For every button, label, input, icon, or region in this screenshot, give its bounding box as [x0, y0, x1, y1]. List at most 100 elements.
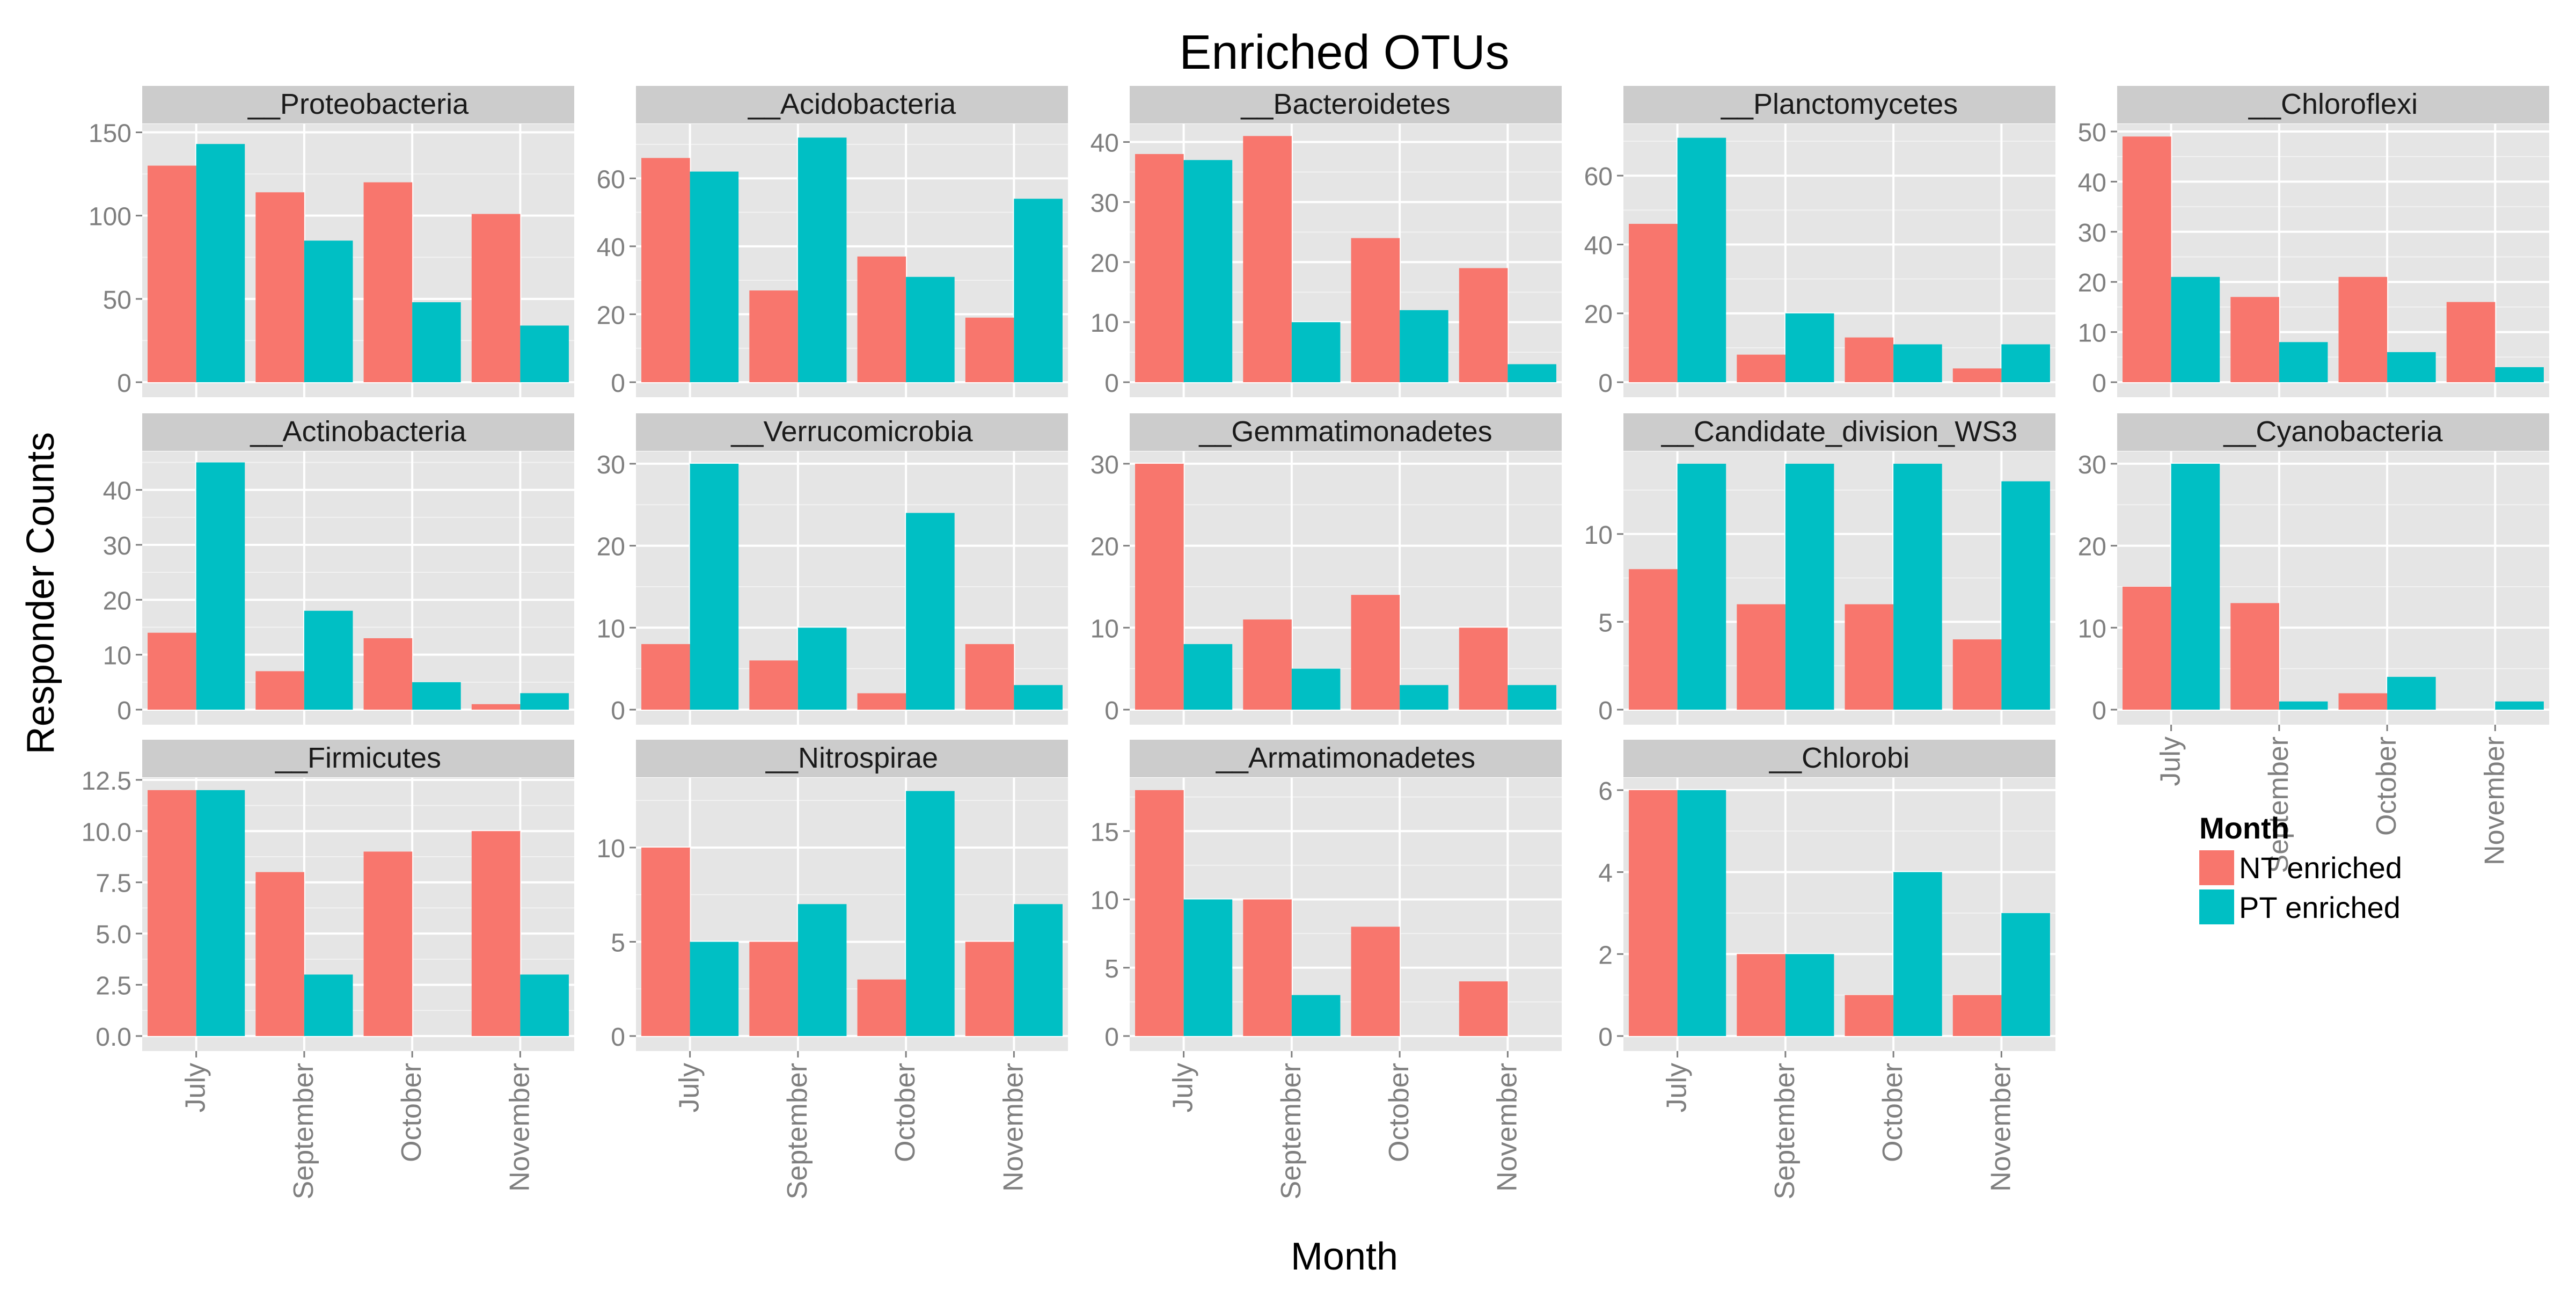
y-tick-label: 10	[1091, 309, 1119, 338]
facet-strip-label: __Chlorobi	[1769, 742, 1909, 774]
y-tick-label: 60	[597, 165, 625, 194]
facet-panel: __Firmicutes 0.0 2.5 5.0 7.5 10.0 12.5 July Sept…	[82, 740, 574, 1199]
y-tick-label: 2.5	[96, 972, 131, 1001]
bar-pt-enriched	[1183, 644, 1233, 710]
facet-strip-label: __Planctomycetes	[1721, 88, 1958, 120]
y-tick-label: 0.0	[96, 1023, 131, 1052]
bar-pt-enriched	[1014, 199, 1063, 382]
y-tick-label: 7.5	[96, 870, 131, 898]
bar-nt-enriched	[1952, 639, 2002, 710]
legend-label-pt: PT enriched	[2239, 891, 2401, 924]
y-tick-label: 0	[1598, 1023, 1613, 1052]
bar-nt-enriched	[1351, 238, 1400, 382]
y-tick-label: 2	[1598, 941, 1613, 969]
bar-pt-enriched	[1291, 668, 1341, 710]
y-tick-label: 0	[1598, 369, 1613, 398]
y-tick-label: 0	[611, 697, 625, 725]
y-tick-label: 40	[1091, 129, 1119, 158]
y-tick-label: 15	[1091, 818, 1119, 847]
bar-nt-enriched	[1629, 790, 1678, 1036]
y-tick-label: 0	[1104, 1023, 1119, 1052]
legend-key-nt	[2199, 850, 2234, 885]
y-tick-label: 20	[2078, 269, 2106, 297]
bar-pt-enriched	[1183, 899, 1233, 1036]
bar-nt-enriched	[1135, 463, 1184, 710]
bar-pt-enriched	[1785, 954, 1834, 1036]
x-tick-label: October	[2371, 736, 2402, 836]
bar-pt-enriched	[1785, 313, 1834, 382]
y-tick-label: 20	[103, 587, 131, 615]
bar-nt-enriched	[1845, 995, 1894, 1036]
y-tick-label: 10	[103, 642, 131, 670]
y-tick-label: 150	[89, 120, 131, 148]
y-tick-label: 0	[117, 369, 131, 398]
y-tick-label: 40	[597, 234, 625, 262]
y-tick-label: 40	[2078, 169, 2106, 197]
facet-strip	[142, 740, 574, 777]
facet-strip-label: __Nitrospirae	[765, 742, 938, 774]
bar-nt-enriched	[749, 290, 798, 382]
y-tick-label: 50	[103, 286, 131, 315]
x-tick-label: July	[1662, 1063, 1693, 1112]
x-tick-label: November	[1985, 1063, 2016, 1192]
bar-nt-enriched	[1845, 337, 1894, 382]
bar-pt-enriched	[196, 144, 245, 382]
bar-pt-enriched	[690, 171, 739, 382]
bar-pt-enriched	[1014, 904, 1063, 1036]
facet-panels: __Proteobacteria050100150__Acidobacteria…	[82, 86, 2549, 1199]
bar-nt-enriched	[363, 638, 413, 710]
facet-strip	[1130, 413, 1562, 451]
x-tick-label: November	[1491, 1063, 1523, 1192]
bar-nt-enriched	[857, 693, 906, 710]
facet-strip-label: __Actinobacteria	[250, 415, 466, 448]
bar-pt-enriched	[690, 942, 739, 1036]
bar-nt-enriched	[857, 256, 906, 382]
x-tick-label: November	[504, 1063, 535, 1192]
bar-nt-enriched	[255, 192, 304, 382]
bar-nt-enriched	[1629, 223, 1678, 382]
bar-pt-enriched	[412, 302, 461, 382]
bar-pt-enriched	[412, 682, 461, 710]
bar-pt-enriched	[1785, 463, 1834, 710]
y-tick-label: 40	[1584, 231, 1613, 260]
legend: Month NT enriched PT enriched	[2199, 811, 2402, 924]
bar-nt-enriched	[1459, 628, 1508, 710]
bar-nt-enriched	[1351, 595, 1400, 710]
facet-strip	[636, 413, 1068, 451]
bar-nt-enriched	[2338, 693, 2388, 710]
bar-nt-enriched	[965, 317, 1014, 382]
facet-strip-label: __Cyanobacteria	[2223, 415, 2443, 448]
bar-nt-enriched	[1737, 954, 1785, 1036]
bar-nt-enriched	[1135, 154, 1184, 382]
bar-nt-enriched	[2446, 302, 2496, 382]
bar-nt-enriched	[471, 704, 521, 710]
bar-nt-enriched	[2123, 136, 2171, 382]
bar-nt-enriched	[363, 851, 413, 1036]
bar-pt-enriched	[2279, 701, 2328, 710]
bar-pt-enriched	[797, 628, 847, 710]
y-tick-label: 4	[1598, 859, 1613, 888]
bar-pt-enriched	[2387, 676, 2436, 710]
bar-pt-enriched	[196, 462, 245, 710]
bar-pt-enriched	[2171, 276, 2220, 382]
bar-pt-enriched	[1893, 344, 1942, 382]
bar-nt-enriched	[641, 644, 690, 710]
bar-nt-enriched	[1351, 927, 1400, 1036]
bar-pt-enriched	[1893, 463, 1942, 710]
bar-nt-enriched	[965, 942, 1014, 1036]
bar-pt-enriched	[1183, 160, 1233, 382]
x-tick-label: September	[782, 1063, 813, 1199]
bar-nt-enriched	[148, 790, 196, 1036]
facet-strip-label: __Armatimonadetes	[1216, 742, 1475, 774]
bar-nt-enriched	[1845, 604, 1894, 710]
y-tick-label: 5.0	[96, 921, 131, 949]
facet-strip-label: __Candidate_division_WS3	[1661, 415, 2017, 448]
bar-nt-enriched	[363, 182, 413, 382]
y-tick-label: 20	[1091, 249, 1119, 278]
bar-pt-enriched	[2387, 352, 2436, 382]
x-tick-label: July	[1168, 1063, 1199, 1112]
y-tick-label: 20	[2078, 533, 2106, 561]
bar-pt-enriched	[520, 693, 569, 710]
bar-pt-enriched	[2001, 344, 2050, 382]
bar-pt-enriched	[1677, 463, 1726, 710]
